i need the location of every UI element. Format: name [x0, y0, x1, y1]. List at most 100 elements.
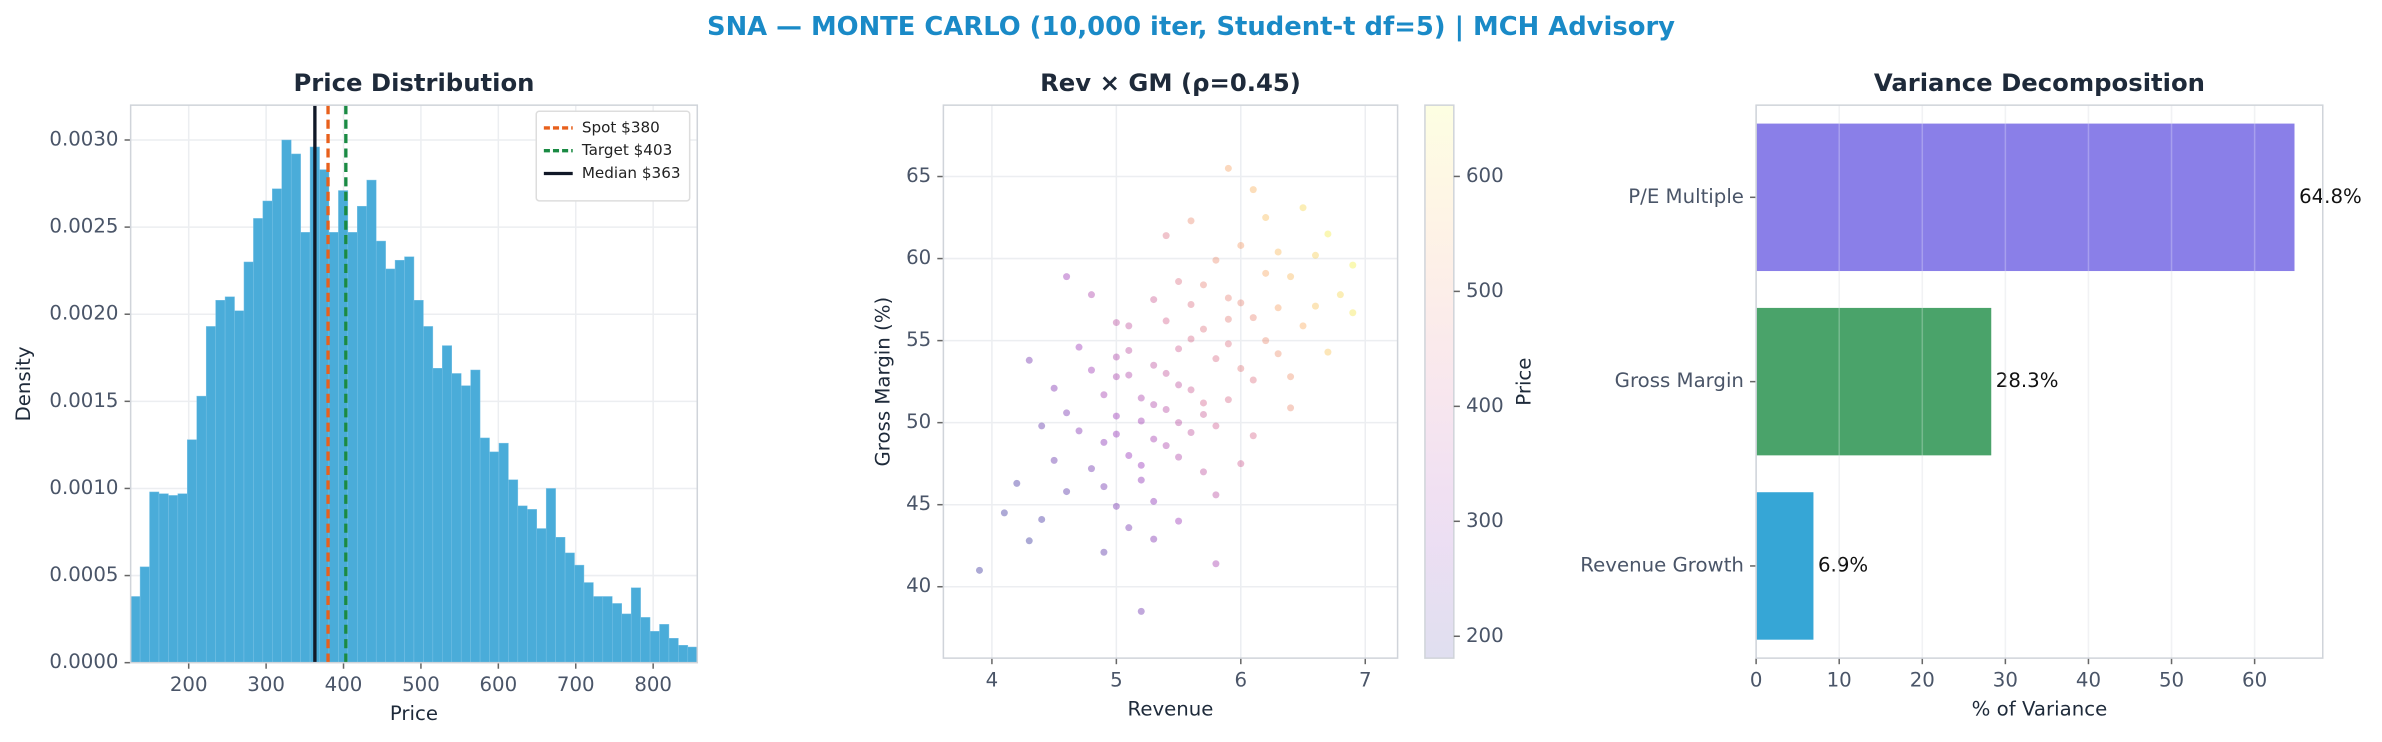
scatter-point [1150, 361, 1158, 369]
hist-bar [583, 582, 594, 663]
hist-bar [564, 552, 575, 663]
scatter-point [1100, 391, 1108, 399]
scatter-point [1087, 465, 1095, 473]
scatter-point [1150, 497, 1158, 505]
scatter-point [1125, 322, 1133, 330]
scatter-point [1112, 373, 1120, 381]
hist-bar [517, 505, 528, 663]
hist-bar [215, 300, 226, 663]
hist-bar [158, 493, 169, 663]
hist-bar [281, 139, 292, 663]
hist-bar [479, 437, 490, 663]
scatter-point [1237, 241, 1245, 249]
scatter-point [1199, 410, 1207, 418]
hist-bar [612, 603, 622, 663]
scatter-point [1224, 315, 1232, 323]
y-tick-label: 0.0000 [49, 650, 118, 673]
scatter-point [1063, 488, 1071, 496]
hist-bar [139, 566, 150, 663]
x-tick-label: 500 [402, 673, 440, 696]
hist-bar [347, 232, 358, 663]
hist-bar [659, 624, 670, 663]
scatter-point [1112, 412, 1120, 420]
scatter-point [1311, 251, 1319, 259]
hist-bar [196, 395, 207, 663]
scatter-point [1237, 299, 1245, 307]
scatter-point [1224, 294, 1232, 302]
hist-bar [243, 261, 254, 663]
x-tick-label: 4 [986, 668, 999, 691]
hist-bar [678, 645, 689, 663]
scatter-point [1224, 164, 1232, 172]
colorbar-tick-label: 200 [1466, 624, 1504, 647]
scatter-point [1212, 422, 1220, 430]
hist-bar [687, 646, 698, 663]
scatter-point [1075, 427, 1083, 435]
scatter-point [1000, 509, 1008, 517]
hist-bar [177, 493, 188, 663]
hist-bar [205, 326, 216, 663]
scatter-point [1050, 456, 1058, 464]
scatter-point [1162, 406, 1170, 414]
y-tick-label: 0.0025 [49, 215, 118, 238]
x-tick-label: 700 [557, 673, 595, 696]
x-tick-label: 5 [1110, 668, 1123, 691]
x-tick-label: 60 [2242, 668, 2267, 691]
x-tick-label: 40 [2076, 668, 2101, 691]
scatter-point [1013, 479, 1021, 487]
scatter-point [1249, 376, 1257, 384]
scatter-point [1100, 438, 1108, 446]
x-axis-label: % of Variance [1972, 697, 2108, 720]
scatter-point [1262, 337, 1270, 345]
x-tick-label: 800 [634, 673, 672, 696]
x-tick-label: 30 [1993, 668, 2018, 691]
scatter-point [1150, 401, 1158, 409]
y-tick-label: Revenue Growth [1580, 553, 1744, 576]
scatter-point [1349, 261, 1357, 269]
hist-bar [224, 296, 235, 663]
value-label: 28.3% [1996, 369, 2059, 392]
scatter-point [1199, 325, 1207, 333]
scatter-point [1336, 291, 1344, 299]
legend-box [535, 110, 691, 202]
scatter-point [1063, 409, 1071, 417]
y-tick-label: 65 [906, 164, 931, 187]
scatter-point [1175, 381, 1183, 389]
scatter-point [1100, 483, 1108, 491]
scatter-point [1137, 607, 1145, 615]
scatter-point [1137, 394, 1145, 402]
hist-bar [272, 188, 282, 663]
y-tick-label: 0.0030 [49, 127, 118, 150]
colorbar-tick-label: 600 [1466, 164, 1504, 187]
scatter-point [1324, 348, 1332, 356]
hist-bar [300, 232, 311, 663]
subplot-title: Rev × GM (ρ=0.45) [1040, 68, 1301, 97]
hist-bar [432, 368, 443, 663]
hist-bar [262, 200, 273, 663]
y-tick-label: 0.0015 [49, 389, 118, 412]
scatter-point [1287, 273, 1295, 281]
x-tick-label: 7 [1359, 668, 1372, 691]
scatter-point [1199, 468, 1207, 476]
legend-label: Spot $380 [582, 118, 660, 136]
hist-bar [630, 587, 641, 663]
hist-bar [290, 153, 301, 663]
scatter-point [1162, 369, 1170, 377]
hist-bar [149, 491, 160, 663]
hist-bar [470, 369, 481, 663]
scatter-point [1150, 535, 1158, 543]
scatter-point [1349, 309, 1357, 317]
colorbar-frame [1424, 104, 1455, 659]
y-tick-label: 40 [906, 574, 931, 597]
colorbar [1424, 105, 1454, 659]
scatter-point [1274, 350, 1282, 358]
y-tick-label: 0.0020 [49, 302, 118, 325]
scatter-point [1137, 417, 1145, 425]
hist-bar [130, 596, 141, 663]
scatter-point [1287, 373, 1295, 381]
scatter-point [1175, 278, 1183, 286]
y-tick-label: P/E Multiple [1628, 185, 1744, 208]
scatter-point [1162, 442, 1170, 450]
scatter-point [1150, 435, 1158, 443]
